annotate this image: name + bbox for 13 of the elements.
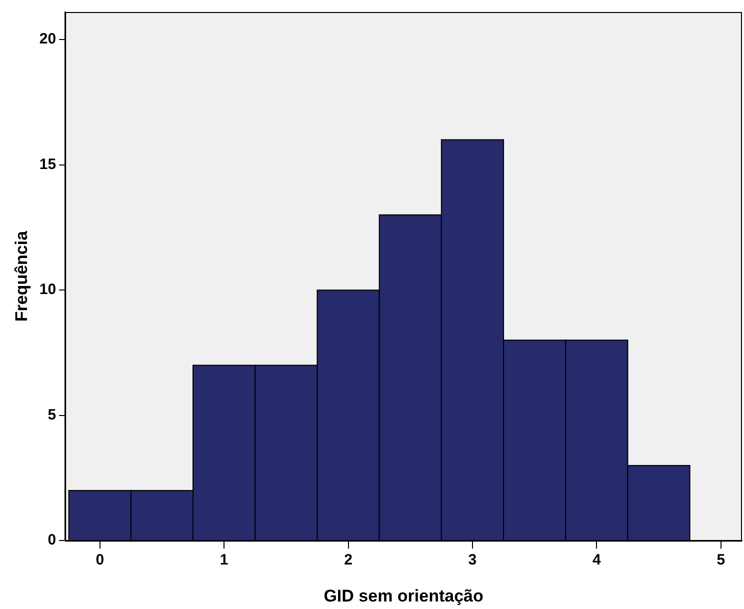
x-tick-label: 5 [716, 552, 726, 569]
x-tick-label: 3 [468, 552, 477, 569]
y-tick-label: 10 [39, 281, 56, 298]
y-tick-label: 0 [48, 532, 56, 549]
x-tick-label: 1 [220, 552, 228, 569]
y-tick-label: 20 [39, 30, 56, 48]
x-tick-label: 4 [592, 552, 602, 569]
x-tick-label: 0 [96, 552, 104, 569]
x-axis-title: GID sem orientação [324, 586, 484, 606]
y-tick-label: 15 [39, 156, 56, 173]
y-tick-label: 5 [48, 406, 56, 424]
y-axis-title: Frequência [12, 230, 31, 322]
x-tick-label: 2 [344, 552, 352, 569]
